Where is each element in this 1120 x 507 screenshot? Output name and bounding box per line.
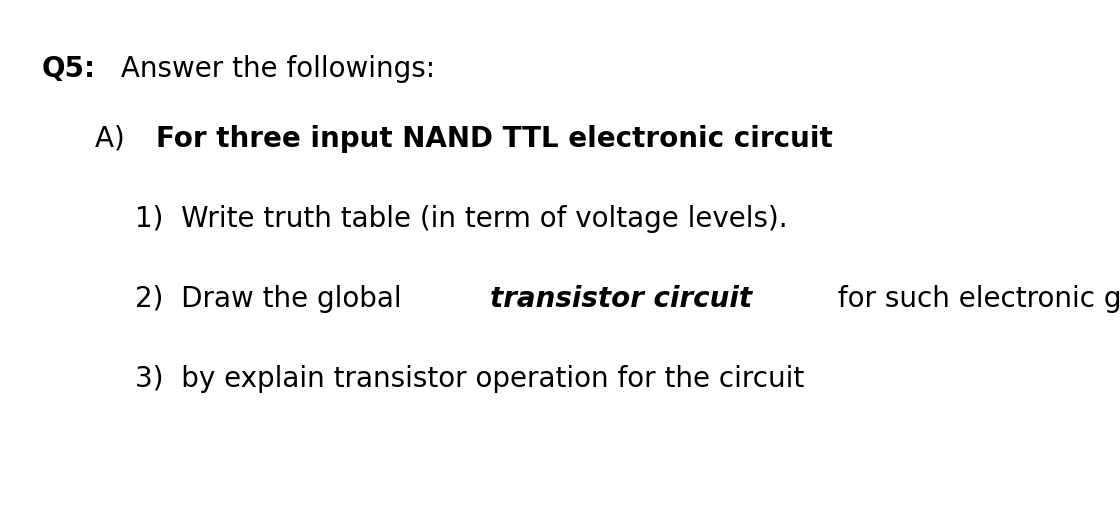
Text: for such electronic gate cell.: for such electronic gate cell.: [829, 285, 1120, 313]
Text: A): A): [95, 125, 142, 153]
Text: 1)  Write truth table (in term of voltage levels).: 1) Write truth table (in term of voltage…: [136, 205, 787, 233]
Text: 3)  by explain transistor operation for the circuit: 3) by explain transistor operation for t…: [136, 365, 804, 393]
Text: Q5:: Q5:: [43, 55, 96, 83]
Text: Answer the followings:: Answer the followings:: [112, 55, 435, 83]
Text: transistor circuit: transistor circuit: [491, 285, 753, 313]
Text: 2)  Draw the global: 2) Draw the global: [136, 285, 411, 313]
Text: For three input NAND TTL electronic circuit: For three input NAND TTL electronic circ…: [157, 125, 833, 153]
